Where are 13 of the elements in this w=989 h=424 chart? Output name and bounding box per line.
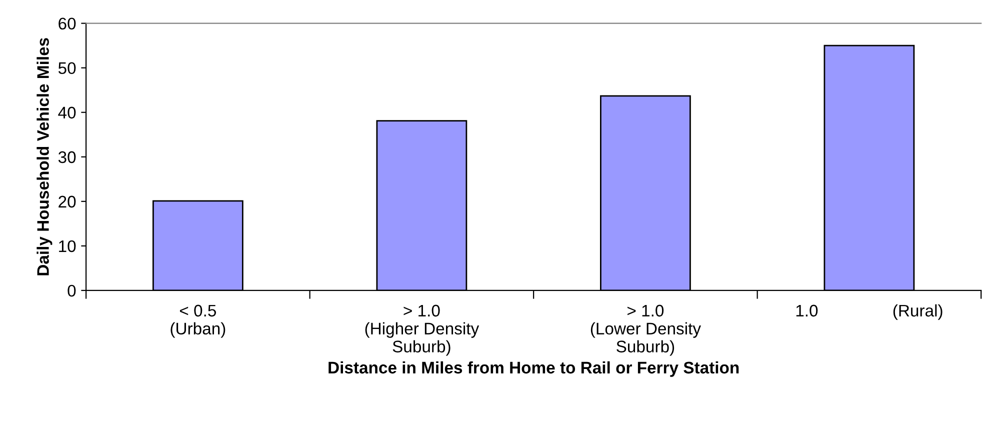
y-tick-label: 30	[58, 151, 76, 164]
x-axis-title: Distance in Miles from Home to Rail or Ferry Station	[328, 361, 739, 377]
x-tick-label: < 0.5 (Urban)	[170, 304, 226, 338]
y-tick-label: 10	[59, 240, 76, 252]
y-tick-label: 0	[68, 284, 76, 297]
x-tick-label: > 1.0 (Lower Density Suburb)	[590, 304, 701, 356]
x-tick-label: > 1.0 (Higher Density Suburb)	[365, 304, 480, 356]
y-tick-label: 40	[58, 106, 76, 119]
y-tick-label: 50	[58, 62, 76, 74]
y-tick-label: 20	[58, 196, 76, 208]
x-tick-label: 1.0 (Rural)	[796, 304, 942, 320]
y-tick-label: 60	[58, 18, 76, 30]
y-axis-title: Daily Household Vehicle Miles	[36, 38, 52, 276]
